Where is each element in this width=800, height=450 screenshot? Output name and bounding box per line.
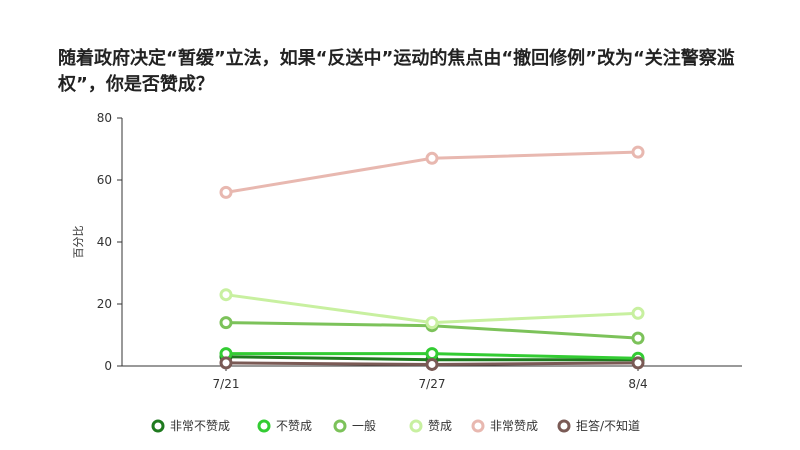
- x-tick-label: 7/27: [419, 377, 446, 391]
- legend-item[interactable]: 非常不赞成: [151, 419, 230, 433]
- legend-label: 拒答/不知道: [576, 418, 640, 433]
- legend: 非常不赞成 不赞成 一般 赞成 非常赞成 拒答/不知道: [151, 418, 640, 433]
- data-point[interactable]: [425, 151, 439, 165]
- data-point[interactable]: [631, 306, 645, 320]
- legend-marker: [409, 419, 423, 433]
- data-point[interactable]: [425, 347, 439, 361]
- series-3: [219, 288, 645, 330]
- legend-label: 不赞成: [276, 419, 312, 433]
- data-point[interactable]: [425, 316, 439, 330]
- y-tick-label: 80: [97, 111, 112, 125]
- legend-label: 一般: [352, 418, 376, 433]
- chart-title: 随着政府决定“暂缓”立法，如果“反送中”运动的焦点由“撤回修例”改为“关注警察滥…: [58, 48, 735, 95]
- legend-item[interactable]: 赞成: [409, 419, 452, 433]
- legend-marker: [471, 419, 485, 433]
- legend-item[interactable]: 拒答/不知道: [557, 418, 640, 433]
- y-tick-label: 20: [97, 297, 112, 311]
- legend-label: 赞成: [428, 419, 452, 433]
- legend-marker: [151, 419, 165, 433]
- data-point[interactable]: [631, 145, 645, 159]
- legend-item[interactable]: 一般: [333, 418, 376, 433]
- x-tick-label: 7/21: [213, 377, 240, 391]
- legend-label: 非常不赞成: [170, 419, 230, 433]
- data-point[interactable]: [219, 316, 233, 330]
- data-point[interactable]: [219, 356, 233, 370]
- data-point[interactable]: [631, 356, 645, 370]
- x-tick-label: 8/4: [628, 377, 647, 391]
- data-point[interactable]: [631, 331, 645, 345]
- series-4: [219, 145, 645, 199]
- legend-label: 非常赞成: [490, 419, 538, 433]
- legend-marker: [557, 419, 571, 433]
- legend-item[interactable]: 不赞成: [257, 419, 312, 433]
- y-tick-label: 0: [104, 359, 112, 373]
- data-point[interactable]: [219, 288, 233, 302]
- y-tick-label: 40: [97, 235, 112, 249]
- series-5: [219, 356, 645, 371]
- y-axis-label: 百分比: [72, 226, 85, 259]
- series-layer: [219, 145, 645, 371]
- data-point[interactable]: [425, 357, 439, 371]
- legend-marker: [333, 419, 347, 433]
- legend-item[interactable]: 非常赞成: [471, 419, 538, 433]
- data-point[interactable]: [219, 185, 233, 199]
- y-tick-label: 60: [97, 173, 112, 187]
- legend-marker: [257, 419, 271, 433]
